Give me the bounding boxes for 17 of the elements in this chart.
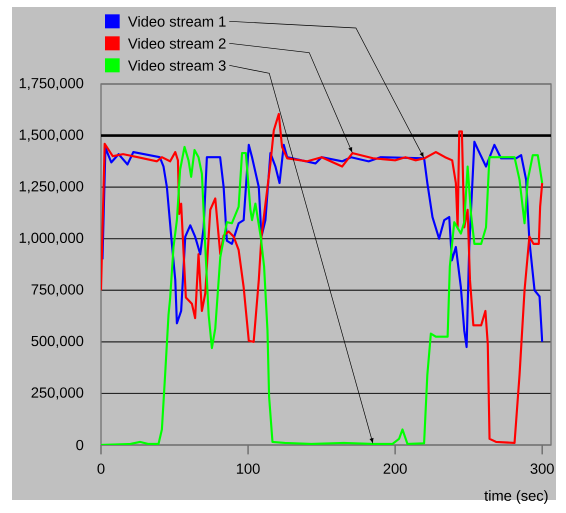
legend-label: Video stream 1: [128, 16, 226, 27]
y-tick-label: 750,000: [32, 284, 84, 296]
legend-label: Video stream 2: [128, 38, 226, 49]
y-tick-label: 1,000,000: [20, 232, 84, 245]
x-tick-label: 0: [97, 464, 104, 474]
x-axis-title: time (sec): [484, 490, 548, 504]
y-tick-label: 250,000: [32, 387, 84, 400]
line-series: [101, 140, 544, 348]
y-tick-label: 500,000: [31, 336, 84, 348]
legend-label: Video stream 3: [128, 60, 226, 71]
y-tick-label: 0: [76, 440, 84, 450]
y-tick-label: 1,250,000: [20, 181, 84, 194]
y-tick-label: 1,750,000: [20, 78, 84, 90]
x-tick-label: 100: [236, 464, 260, 474]
x-tick-label: 200: [384, 464, 407, 474]
y-tick-label: 1,500,000: [20, 130, 84, 142]
x-tick-label: 300: [530, 464, 554, 474]
